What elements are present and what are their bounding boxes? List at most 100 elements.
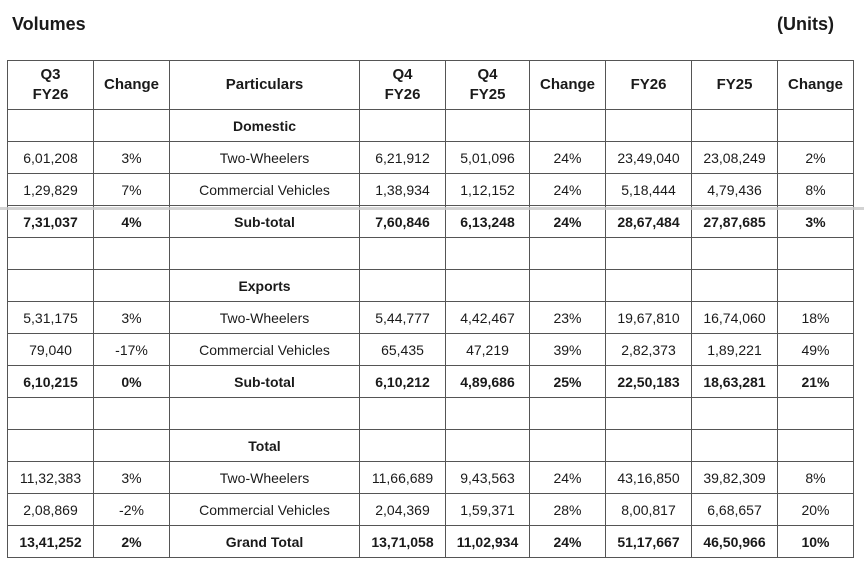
table-cell: 23,08,249 [691,141,778,174]
spacer-row [7,397,854,430]
empty-cell [93,397,170,430]
table-cell: 51,17,667 [605,525,692,558]
column-header: Particulars [169,60,360,110]
empty-cell [93,429,170,462]
empty-cell [605,429,692,462]
empty-cell [359,269,446,302]
table-cell: 5,01,096 [445,141,530,174]
column-header: FY25 [691,60,778,110]
table-cell: Commercial Vehicles [169,333,360,366]
table-cell: 6,13,248 [445,205,530,238]
table-cell: 9,43,563 [445,461,530,494]
table-cell: 4,42,467 [445,301,530,334]
table-cell: 3% [93,141,170,174]
table-cell: 1,38,934 [359,173,446,206]
table-cell: 6,10,212 [359,365,446,398]
spacer-row [7,237,854,270]
table-cell: 28,67,484 [605,205,692,238]
table-cell: Two-Wheelers [169,141,360,174]
column-header: Q4 FY26 [359,60,446,110]
table-cell: 3% [777,205,854,238]
empty-cell [777,397,854,430]
table-cell: 5,18,444 [605,173,692,206]
section-row: Total [7,429,854,462]
table-cell: 1,12,152 [445,173,530,206]
empty-cell [359,397,446,430]
table-cell: 1,89,221 [691,333,778,366]
empty-cell [445,237,530,270]
section-row: Exports [7,269,854,302]
empty-cell [691,269,778,302]
table-cell: 8% [777,173,854,206]
table-cell: 7,60,846 [359,205,446,238]
scan-artifact [0,207,864,210]
empty-cell [605,109,692,142]
empty-cell [777,237,854,270]
empty-cell [93,237,170,270]
units-label: (Units) [777,14,834,34]
empty-cell [529,109,606,142]
table-cell: 5,31,175 [7,301,94,334]
table-row: 6,01,208 3% Two-Wheelers 6,21,912 5,01,096 24… [7,141,854,174]
column-header: Change [777,60,854,110]
table-cell: 22,50,183 [605,365,692,398]
table-cell: 6,21,912 [359,141,446,174]
empty-cell [605,269,692,302]
empty-cell [93,109,170,142]
column-header: Q4 FY25 [445,60,530,110]
empty-cell [529,397,606,430]
empty-cell [445,269,530,302]
table-cell: Grand Total [169,525,360,558]
table-cell: 10% [777,525,854,558]
table-cell: 11,02,934 [445,525,530,558]
table-cell: 19,67,810 [605,301,692,334]
table-row: 1,29,829 7% Commercial Vehicles 1,38,934 1,1… [7,173,854,206]
page-title: Volumes [12,14,86,34]
empty-cell [359,109,446,142]
table-cell: 46,50,966 [691,525,778,558]
column-header: Q3 FY26 [7,60,94,110]
table-cell: 2,08,869 [7,493,94,526]
table-row: 11,32,383 3% Two-Wheelers 11,66,689 9,43,563… [7,461,854,494]
total-row: 6,10,215 0% Sub-total 6,10,212 4,89,686 25% 22… [7,365,854,398]
table-cell: 1,29,829 [7,173,94,206]
table-cell: 11,66,689 [359,461,446,494]
table-cell: 6,10,215 [7,365,94,398]
table-cell: 3% [93,461,170,494]
table-cell: 11,32,383 [7,461,94,494]
empty-cell [7,429,94,462]
empty-cell [691,237,778,270]
table-cell: Sub-total [169,205,360,238]
table-cell: 39,82,309 [691,461,778,494]
table-cell: 4,79,436 [691,173,778,206]
table-cell: 23% [529,301,606,334]
table-cell: 24% [529,205,606,238]
empty-cell [691,397,778,430]
table-cell: 39% [529,333,606,366]
table-cell: 3% [93,301,170,334]
table-cell: 24% [529,173,606,206]
table-cell: Commercial Vehicles [169,493,360,526]
table-cell: 18,63,281 [691,365,778,398]
empty-cell [445,109,530,142]
empty-cell [445,397,530,430]
table-cell: 13,71,058 [359,525,446,558]
table-cell: 7% [93,173,170,206]
table-cell: 2,04,369 [359,493,446,526]
table-cell: 49% [777,333,854,366]
table-cell: -17% [93,333,170,366]
section-row: Domestic [7,109,854,142]
table-cell: Two-Wheelers [169,461,360,494]
table-cell: 5,44,777 [359,301,446,334]
column-header: Change [529,60,606,110]
empty-cell [605,237,692,270]
empty-cell [445,429,530,462]
table-cell: 2% [93,525,170,558]
table-cell: -2% [93,493,170,526]
table-cell: 23,49,040 [605,141,692,174]
empty-cell [777,429,854,462]
empty-cell [359,429,446,462]
column-header: FY26 [605,60,692,110]
table-cell: Two-Wheelers [169,301,360,334]
table-cell: 13,41,252 [7,525,94,558]
